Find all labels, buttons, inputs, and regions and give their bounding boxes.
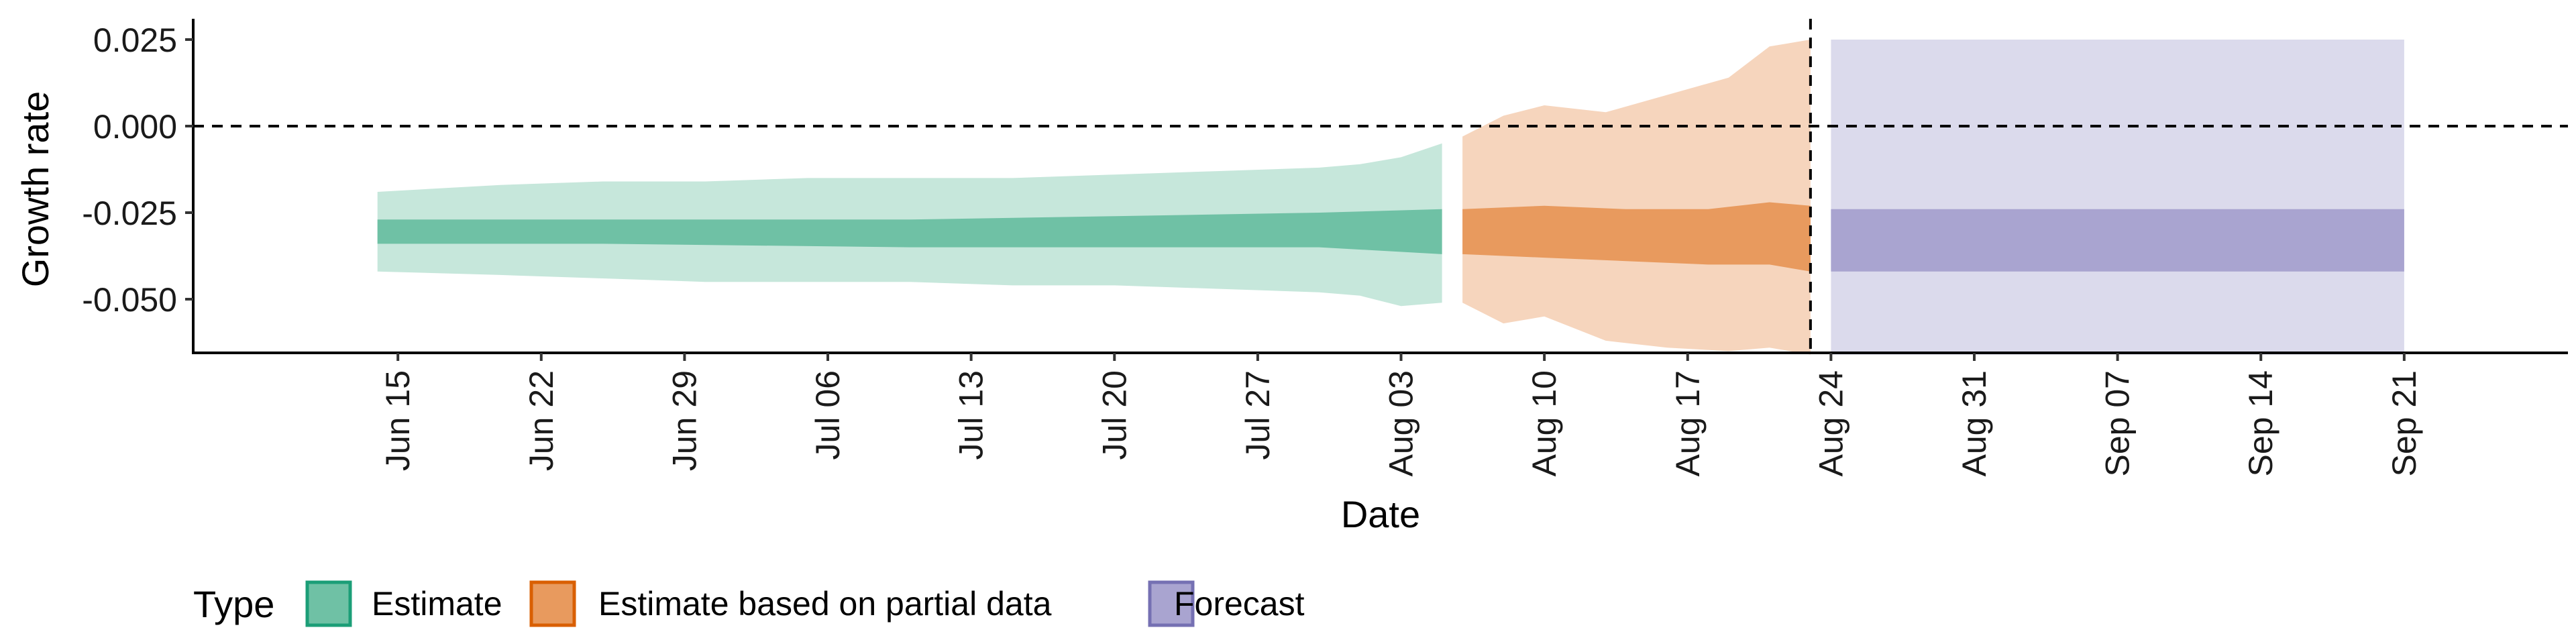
y-tick-label: -0.025 [82,195,177,232]
x-tick-label: Jul 13 [953,370,990,460]
x-tick-label: Aug 03 [1383,370,1420,476]
legend-label-forecast: Forecast [1174,585,1305,623]
x-tick-label: Sep 07 [2099,370,2137,476]
band-outer-forecast [1831,40,2404,355]
legend-key-estimate [305,580,352,627]
reference-lines [193,19,2568,353]
x-tick-label: Aug 17 [1669,370,1707,476]
legend-label-partial: Estimate based on partial data [598,585,1052,623]
band-outer-estimate-based-on-partial-data [1462,40,1811,355]
x-tick-label: Aug 24 [1812,370,1849,476]
legend-key-partial [529,580,576,627]
x-axis-title: Date [1341,493,1420,535]
x-tick-label: Jun 29 [665,370,703,471]
x-axis-ticks: Jun 15 Jun 22 Jun 29 Jul 06 Jul 13 Jul 20 Jul … [379,353,2423,476]
x-tick-label: Sep 14 [2242,370,2279,476]
x-tick-label: Jun 22 [523,370,560,471]
legend: Type Estimate Estimate based on partial … [193,580,1305,627]
x-tick-label: Sep 21 [2385,370,2423,476]
band-inner-forecast [1831,209,2404,272]
uncertainty-bands [377,40,2404,355]
x-tick-label: Aug 31 [1955,370,1993,476]
y-tick-label: -0.050 [82,281,177,319]
x-tick-label: Jun 15 [379,370,417,471]
legend-key-forecast [1148,580,1195,627]
y-tick-label: 0.025 [93,21,177,59]
legend-title: Type [193,583,274,625]
x-tick-label: Aug 10 [1525,370,1563,476]
legend-label-estimate: Estimate [372,585,502,623]
x-tick-label: Jul 27 [1239,370,1277,460]
band-inner-estimate-based-on-partial-data [1462,202,1811,272]
y-tick-label: 0.000 [93,108,177,146]
band-inner-estimate [377,209,1442,254]
y-axis-title: Growth rate [14,91,56,288]
y-axis-ticks: 0.025 0.000 -0.025 -0.050 [82,21,193,319]
x-tick-label: Jul 20 [1095,370,1133,460]
x-tick-label: Jul 06 [809,370,847,460]
